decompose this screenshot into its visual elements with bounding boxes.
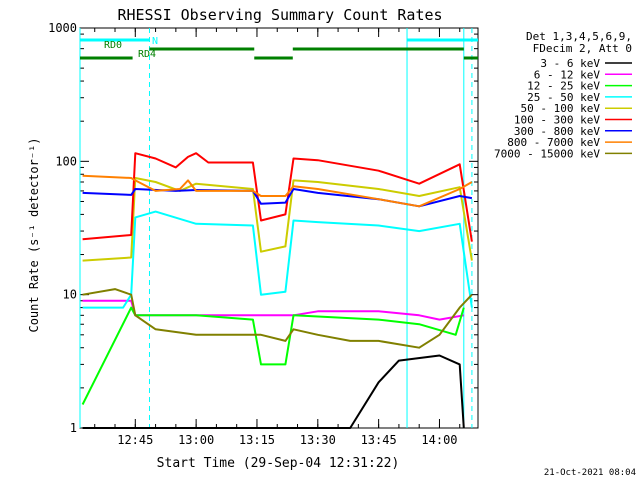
legend-header-line-1: Det 1,3,4,5,6,9, (526, 30, 632, 43)
chart-title: RHESSI Observing Summary Count Rates (117, 6, 442, 24)
series-line (82, 152, 473, 242)
legend-label: 800 - 7000 keV (507, 136, 600, 149)
x-tick-label: 13:00 (178, 433, 214, 447)
legend-label: 300 - 800 keV (514, 125, 600, 138)
x-tick-label: 13:30 (300, 433, 336, 447)
y-tick-label: 1 (70, 421, 77, 435)
series-line (82, 177, 473, 262)
footer-date: 21-Oct-2021 08:04 (544, 468, 636, 478)
legend-label: 100 - 300 keV (514, 114, 600, 127)
series-line (82, 188, 473, 208)
y-tick-label: 10 (63, 288, 77, 302)
legend-label: 6 - 12 keV (534, 68, 601, 81)
legend-label: 3 - 6 keV (540, 57, 600, 70)
x-tick-label: 14:00 (421, 433, 457, 447)
legend-header-line-2: FDecim 2, Att 0 (533, 42, 632, 55)
legend-label: 12 - 25 keV (527, 80, 600, 93)
series-line (82, 210, 473, 309)
series-line (82, 354, 465, 429)
flag-bar-label: RD0 (104, 40, 122, 51)
flag-bar-label: RD4 (138, 49, 156, 60)
series-line (82, 174, 473, 208)
flag-bar-label: N (152, 36, 158, 47)
plot-area: 1 10 100 1000 12:45 13:00 13:15 13:30 13:45 14:00… (48, 21, 479, 447)
y-tick-label: 100 (55, 154, 77, 168)
y-tick-label: 1000 (48, 21, 77, 35)
series-line (82, 288, 473, 349)
plot-frame (79, 27, 479, 429)
x-tick-label: 13:45 (361, 433, 397, 447)
x-axis-label: Start Time (29-Sep-04 12:31:22) (157, 456, 400, 471)
legend-label: 50 - 100 keV (521, 102, 601, 115)
x-tick-label: 12:45 (117, 433, 153, 447)
legend-label: 25 - 50 keV (527, 91, 600, 104)
x-tick-label: 13:15 (239, 433, 275, 447)
y-axis-label: Count Rate (s⁻¹ detector⁻¹) (27, 137, 41, 332)
legend-label: 7000 - 15000 keV (494, 147, 600, 160)
